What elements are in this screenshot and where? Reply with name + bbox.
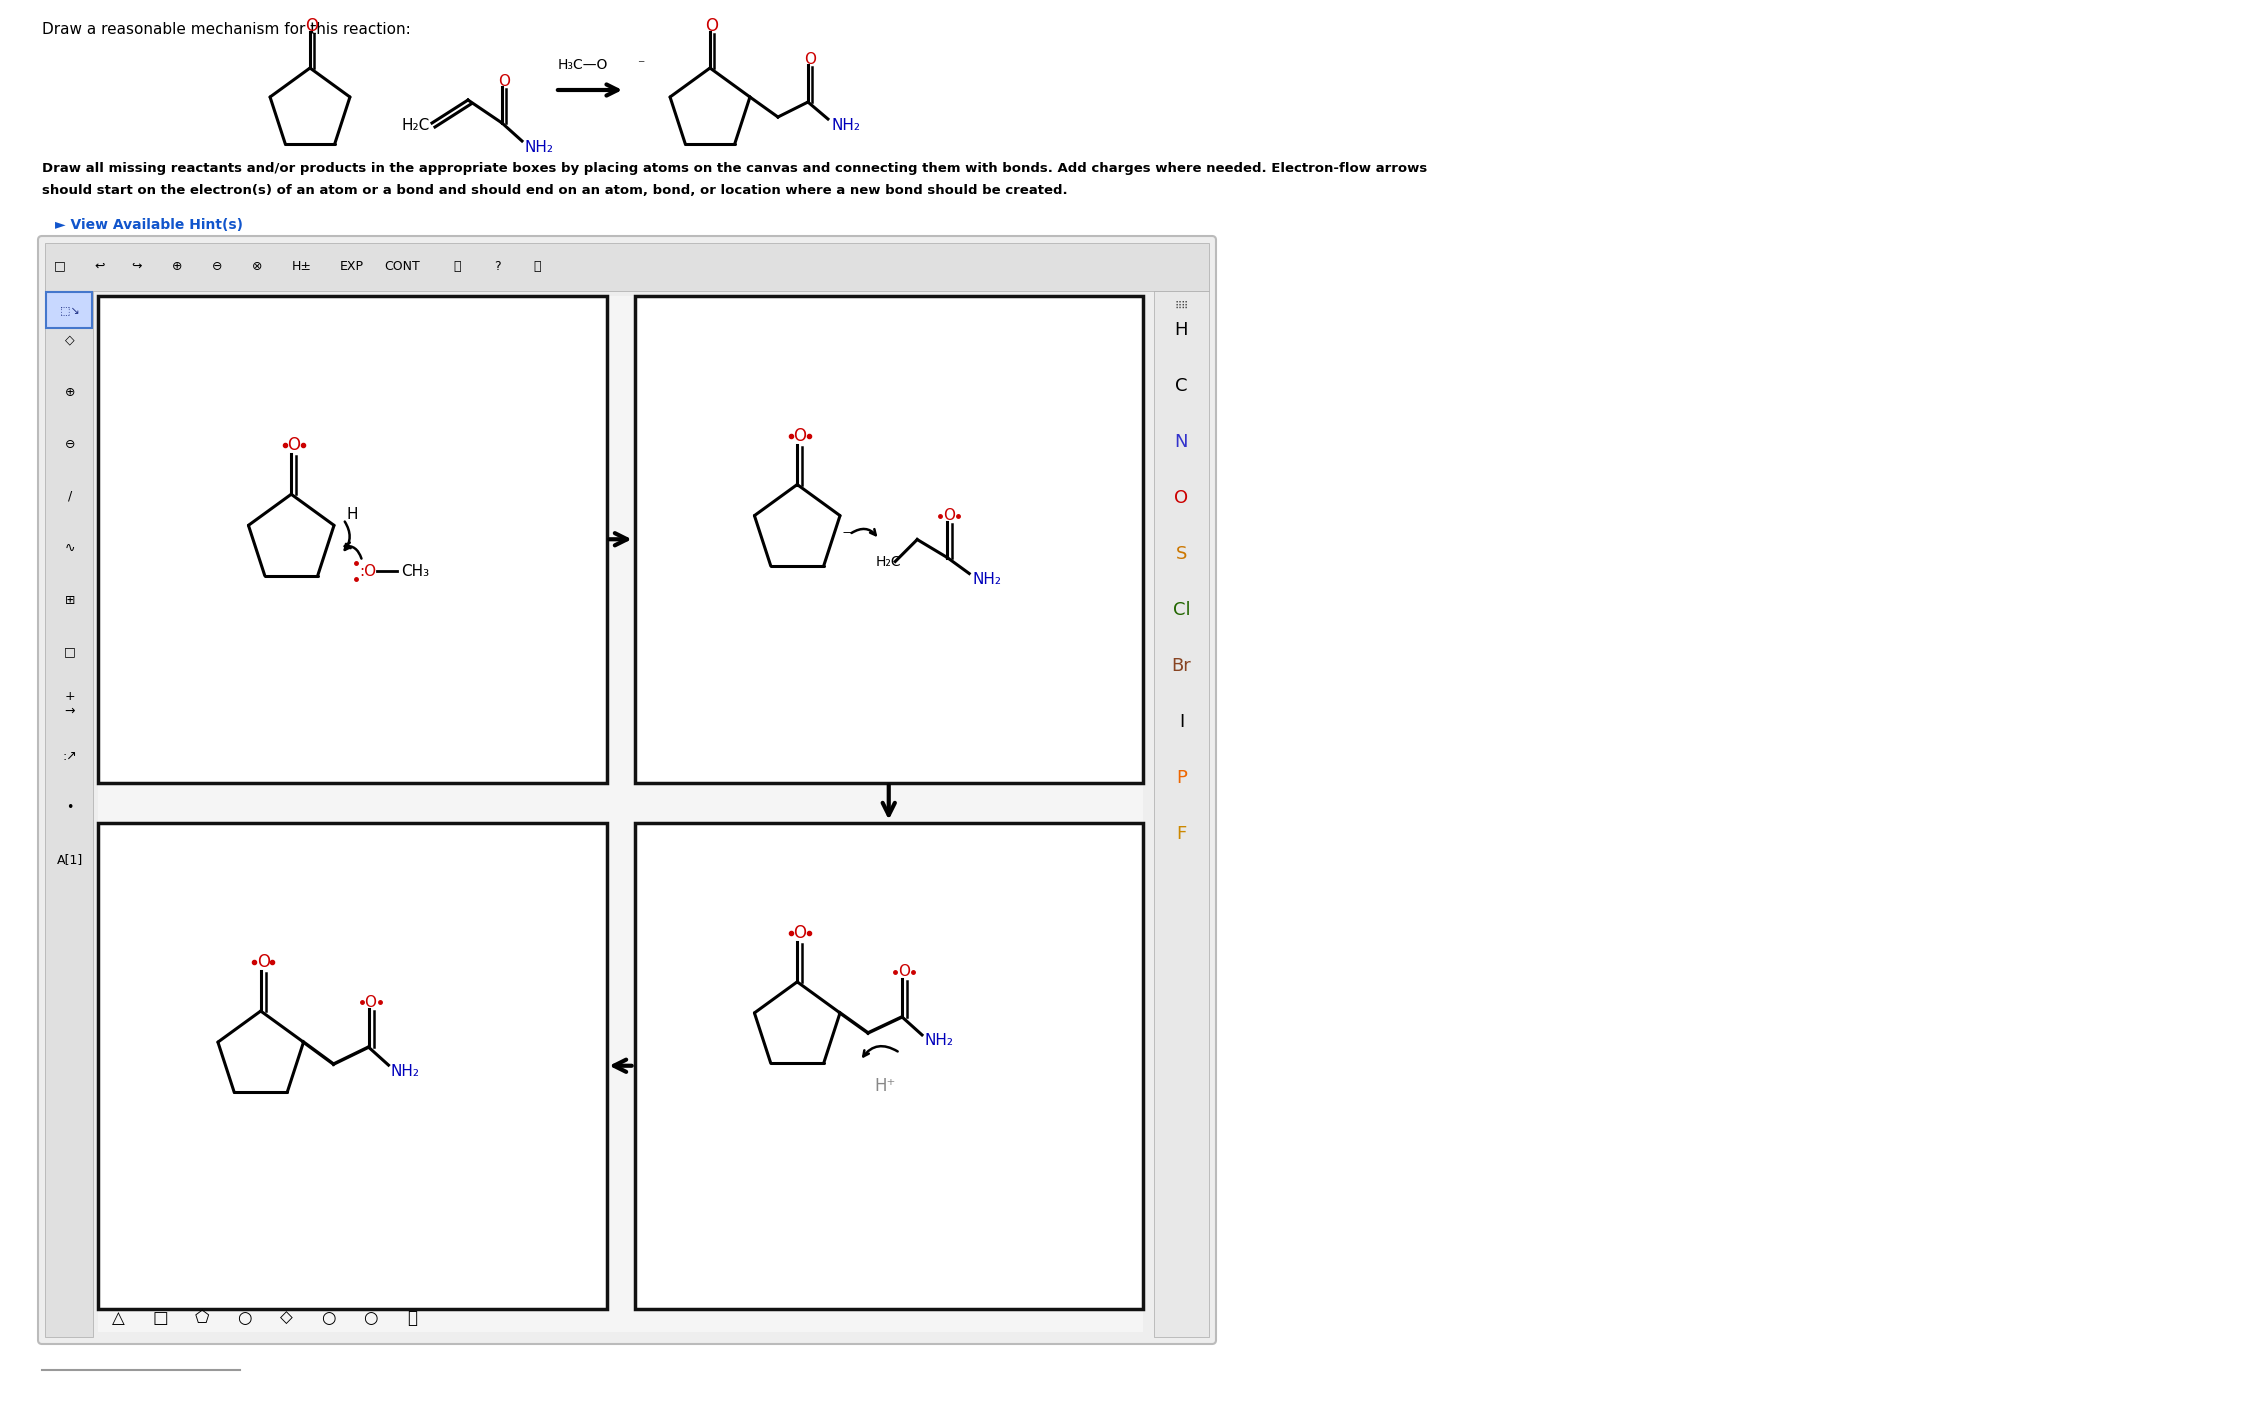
Text: ⁻: ⁻ bbox=[637, 57, 643, 72]
Text: O: O bbox=[706, 17, 717, 35]
FancyBboxPatch shape bbox=[634, 296, 1143, 782]
Text: NH₂: NH₂ bbox=[525, 140, 554, 154]
Text: ⓘ: ⓘ bbox=[453, 259, 462, 272]
Text: ○: ○ bbox=[363, 1309, 377, 1328]
FancyBboxPatch shape bbox=[38, 236, 1215, 1345]
Text: ⠿⠿: ⠿⠿ bbox=[1175, 301, 1188, 311]
Text: NH₂: NH₂ bbox=[832, 118, 861, 133]
Text: O: O bbox=[805, 52, 816, 66]
FancyBboxPatch shape bbox=[99, 296, 1143, 1332]
FancyBboxPatch shape bbox=[99, 296, 608, 782]
Text: I: I bbox=[1179, 714, 1184, 730]
Text: □: □ bbox=[54, 259, 65, 272]
Text: +
→: + → bbox=[65, 690, 76, 718]
Text: ⬠: ⬠ bbox=[195, 1309, 209, 1328]
Text: △: △ bbox=[112, 1309, 123, 1328]
Text: ⊞: ⊞ bbox=[65, 593, 76, 607]
Text: ○: ○ bbox=[321, 1309, 336, 1328]
FancyBboxPatch shape bbox=[99, 823, 608, 1309]
Text: H: H bbox=[345, 506, 359, 522]
Text: ◇: ◇ bbox=[280, 1309, 291, 1328]
Text: □: □ bbox=[152, 1309, 168, 1328]
Text: ⁻: ⁻ bbox=[841, 527, 854, 548]
Text: ⬚↘: ⬚↘ bbox=[61, 306, 81, 315]
Text: O: O bbox=[944, 508, 955, 523]
Text: CONT: CONT bbox=[383, 259, 419, 272]
Text: O: O bbox=[794, 426, 807, 444]
Text: ◇: ◇ bbox=[65, 334, 74, 346]
Text: H±: H± bbox=[291, 259, 312, 272]
FancyBboxPatch shape bbox=[45, 292, 92, 1338]
Text: Br: Br bbox=[1173, 658, 1191, 674]
Text: □: □ bbox=[65, 645, 76, 659]
Text: ⊖: ⊖ bbox=[211, 259, 222, 272]
FancyBboxPatch shape bbox=[1155, 292, 1208, 1338]
Text: NH₂: NH₂ bbox=[924, 1033, 953, 1049]
Text: O: O bbox=[498, 73, 509, 88]
Text: O: O bbox=[287, 436, 300, 454]
Text: O: O bbox=[1175, 489, 1188, 508]
Text: CH₃: CH₃ bbox=[401, 564, 430, 579]
Text: O: O bbox=[258, 953, 269, 972]
Text: H: H bbox=[1175, 321, 1188, 339]
Text: Cl: Cl bbox=[1173, 601, 1191, 620]
Text: NH₂: NH₂ bbox=[390, 1064, 419, 1078]
Text: O: O bbox=[794, 924, 807, 942]
Text: A[1]: A[1] bbox=[56, 854, 83, 866]
Text: /: / bbox=[67, 489, 72, 502]
FancyBboxPatch shape bbox=[47, 292, 92, 328]
Text: ► View Available Hint(s): ► View Available Hint(s) bbox=[56, 217, 242, 231]
Text: ⊕: ⊕ bbox=[65, 386, 76, 398]
Text: O: O bbox=[305, 17, 318, 35]
Text: ⊗: ⊗ bbox=[251, 259, 262, 272]
Text: ○: ○ bbox=[238, 1309, 251, 1328]
Text: NH₂: NH₂ bbox=[973, 572, 1002, 587]
Text: H₃C—O: H₃C—O bbox=[558, 57, 608, 72]
Text: ?: ? bbox=[493, 259, 500, 272]
Text: ⊕: ⊕ bbox=[173, 259, 182, 272]
Text: •: • bbox=[67, 802, 74, 815]
Text: ⤢: ⤢ bbox=[534, 259, 540, 272]
Text: O: O bbox=[365, 994, 377, 1009]
Text: ⊖: ⊖ bbox=[65, 437, 76, 450]
Text: ↩: ↩ bbox=[94, 259, 105, 272]
Text: F: F bbox=[1177, 824, 1186, 843]
Text: :↗: :↗ bbox=[63, 750, 78, 763]
Text: H₂C: H₂C bbox=[401, 118, 430, 133]
Text: ∿: ∿ bbox=[65, 541, 76, 555]
Text: H⁺: H⁺ bbox=[874, 1077, 897, 1095]
Text: :O: :O bbox=[359, 564, 377, 579]
Text: P: P bbox=[1177, 770, 1186, 787]
Text: H₂C: H₂C bbox=[874, 555, 901, 569]
Text: ⛵: ⛵ bbox=[408, 1309, 417, 1328]
FancyBboxPatch shape bbox=[634, 823, 1143, 1309]
FancyBboxPatch shape bbox=[45, 243, 1208, 292]
Text: Draw a reasonable mechanism for this reaction:: Draw a reasonable mechanism for this rea… bbox=[43, 22, 410, 36]
Text: C: C bbox=[1175, 377, 1188, 395]
Text: O: O bbox=[899, 965, 910, 980]
Text: should start on the electron(s) of an atom or a bond and should end on an atom, : should start on the electron(s) of an at… bbox=[43, 184, 1067, 198]
Text: ↪: ↪ bbox=[132, 259, 141, 272]
Text: N: N bbox=[1175, 433, 1188, 451]
Text: Draw all missing reactants and/or products in the appropriate boxes by placing a: Draw all missing reactants and/or produc… bbox=[43, 163, 1428, 175]
Text: S: S bbox=[1175, 545, 1188, 564]
Text: EXP: EXP bbox=[341, 259, 363, 272]
